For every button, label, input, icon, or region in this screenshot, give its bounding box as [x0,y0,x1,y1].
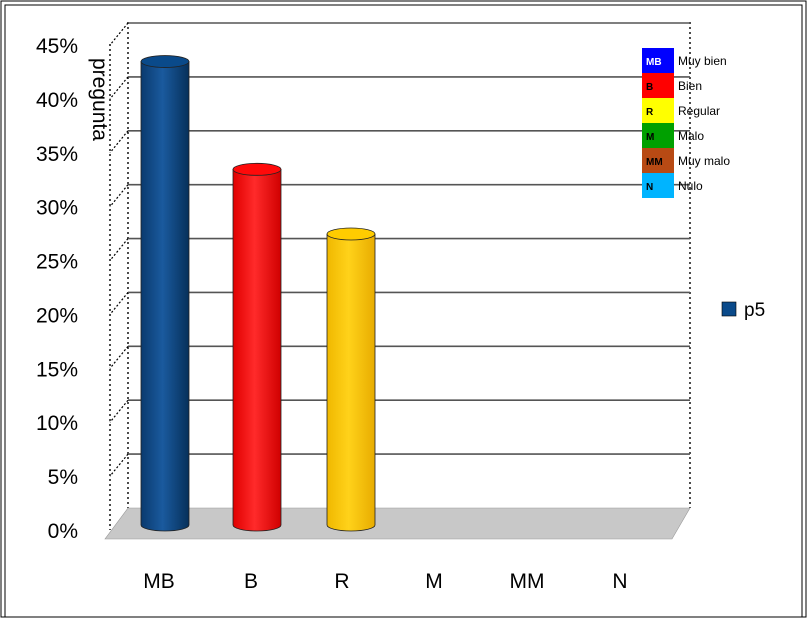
key-label: Muy bien [678,54,727,68]
y-tick-label: 40% [36,89,78,112]
key-code: MM [646,157,663,168]
key-code: R [646,107,654,118]
y-tick-label: 25% [36,251,78,274]
key-code: B [646,82,653,93]
gridline-depth [109,130,129,154]
x-category-label: B [244,570,258,593]
legend-swatch [721,301,737,317]
key-row-r: R Regular [642,98,720,123]
gridline-depth [109,453,129,477]
bar-mb [140,55,190,532]
gridline-depth [109,76,129,100]
bar-b [232,162,282,532]
key-code: MB [646,57,662,68]
gridline-depth [109,399,129,423]
y-tick-label: 20% [36,304,78,327]
gridlines [109,22,690,477]
x-axis-category-labels: MB B R M MM N [143,570,627,593]
floor [104,507,691,540]
y-axis-label: pregunta [88,58,111,141]
gridline-depth [109,238,129,261]
gridline-depth [109,292,129,315]
y-axis-tick-labels: 0% 5% 10% 15% 20% 25% 30% 35% 40% 45% [36,35,78,543]
x-category-label: MM [510,570,545,593]
bar-r [326,227,376,532]
key-row-mm: MM Muy malo [642,148,730,173]
x-category-label: R [334,570,349,593]
x-category-label: M [425,570,443,593]
key-row-mb: MB Muy bien [642,48,727,73]
inner-border [4,4,803,618]
key-label: Bien [678,79,702,93]
y-tick-label: 15% [36,358,78,381]
key-row-m: M Malo [642,123,704,148]
plot-walls [104,22,691,540]
y-tick-label: 5% [48,466,78,489]
key-code: M [646,132,654,143]
legend-label-p5: p5 [744,300,765,321]
y-tick-label: 35% [36,143,78,166]
y-tick-label: 0% [48,520,78,543]
key-row-b: B Bien [642,73,702,98]
gridline-depth [109,184,129,208]
y-tick-label: 10% [36,412,78,435]
gridline-depth [109,345,129,369]
key-row-n: N Nulo [642,173,703,198]
key-label: Nulo [678,179,703,193]
series-legend: p5 [721,300,765,321]
gridline-depth [109,22,129,46]
bars [140,55,376,532]
y-tick-label: 30% [36,197,78,220]
y-tick-label: 45% [36,35,78,58]
key-code: N [646,182,653,193]
x-category-label: MB [143,570,175,593]
x-category-label: N [612,570,627,593]
key-label: Malo [678,129,704,143]
key-label: Muy malo [678,154,730,168]
key-label: Regular [678,104,720,118]
